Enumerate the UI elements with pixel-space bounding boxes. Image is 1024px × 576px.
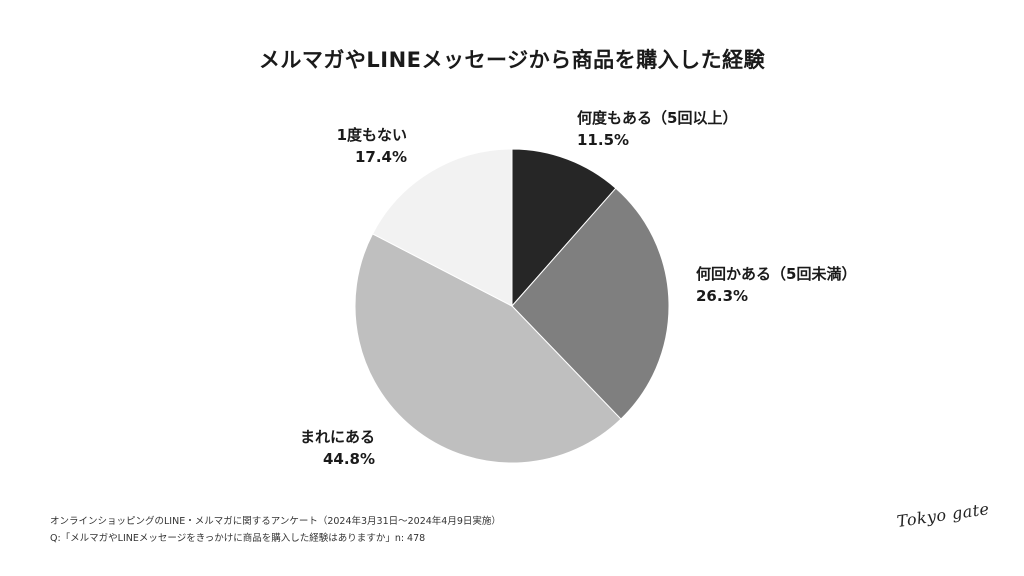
slice-category-label-3: まれにある: [300, 428, 375, 446]
pie-slice-2: [511, 187, 670, 420]
slice-category-label-2: 何回かある（5回未満）: [696, 265, 856, 283]
pie-slice-3: [354, 233, 622, 464]
pie-slice-4: [371, 148, 513, 307]
chart-title: メルマガやLINEメッセージから商品を購入した経験: [258, 48, 766, 72]
survey-source-note: オンラインショッピングのLINE・メルマガに関するアンケート（2024年3月31…: [50, 516, 501, 527]
slice-category-label-1: 何度もある（5回以上）: [577, 109, 737, 127]
slice-value-label-4: 17.4%: [355, 148, 407, 166]
slice-value-label-1: 11.5%: [577, 131, 629, 149]
slice-category-label-4: 1度もない: [337, 126, 407, 144]
slice-value-label-2: 26.3%: [696, 287, 748, 305]
pie-slices: [354, 148, 670, 464]
pie-labels: 何度もある（5回以上） 11.5% 何回かある（5回未満） 26.3% まれにある 44.…: [300, 109, 856, 468]
survey-question-note: Q:「メルマガやLINEメッセージをきっかけに商品を購入した経験はありますか」n…: [50, 533, 426, 544]
pie-slice-1: [511, 148, 617, 308]
slice-value-label-3: 44.8%: [323, 450, 375, 468]
